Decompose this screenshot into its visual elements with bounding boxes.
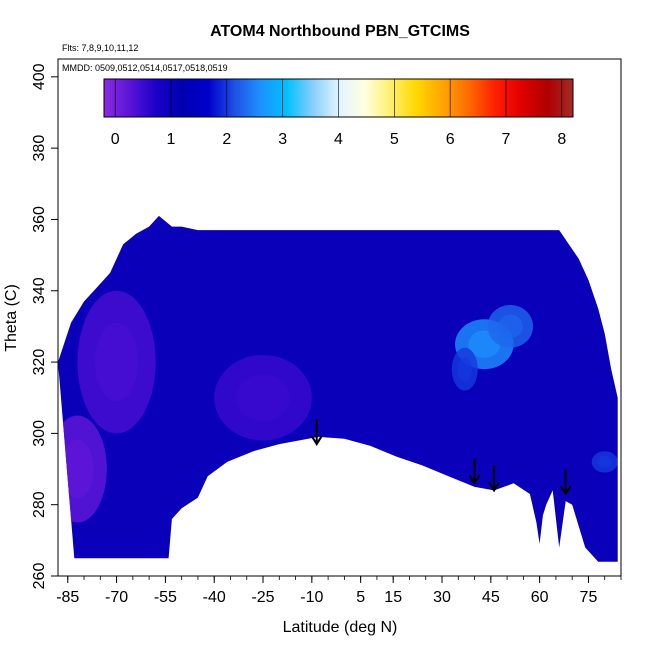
arrow-head [559, 485, 572, 496]
field-hotspot-core [61, 439, 94, 499]
chart-title: ATOM4 Northbound PBN_GTCIMS [210, 23, 470, 40]
colorbar-tick-label: 4 [334, 131, 343, 148]
y-tick-label: 400 [31, 63, 48, 90]
x-tick-label: -85 [56, 589, 79, 606]
colorbar-tick-label: 8 [557, 131, 566, 148]
x-tick-label: 15 [384, 589, 402, 606]
x-tick-label: -70 [105, 589, 128, 606]
x-tick-label: 30 [433, 589, 451, 606]
field-hotspot-core [95, 322, 139, 402]
y-tick-label: 260 [31, 563, 48, 590]
arrows [310, 419, 572, 496]
x-tick-label: -40 [203, 589, 226, 606]
x-tick-label: 60 [531, 589, 549, 606]
y-tick-label: 320 [31, 349, 48, 376]
colorbar-tick-label: 0 [111, 131, 120, 148]
field-hotspot-core [236, 374, 290, 422]
y-tick-label: 360 [31, 206, 48, 233]
colorbar-tick-label: 7 [502, 131, 511, 148]
arrow-head [468, 474, 481, 486]
x-tick-label: -25 [251, 589, 274, 606]
colorbar-tick-label: 6 [446, 131, 455, 148]
x-tick-label: -10 [300, 589, 323, 606]
y-tick-label: 300 [31, 420, 48, 447]
field-hotspots [58, 290, 618, 523]
colorbar-ticks: 0 1 2 3 4 5 6 7 8 [111, 79, 566, 148]
colorbar-tick-label: 5 [390, 131, 399, 148]
y-axis-label: Theta (C) [3, 284, 20, 352]
arrow-head [488, 481, 500, 493]
plot-frame [57, 58, 622, 577]
x-tick-label: 45 [482, 589, 500, 606]
coverage-area [58, 215, 618, 562]
y-tick-label: 380 [31, 135, 48, 162]
x-axis-label: Latitude (deg N) [283, 619, 398, 636]
y-tick-label: 280 [31, 491, 48, 518]
dates-subtitle: MMDD: 0509,0512,0514,0517,0518,0519 [62, 63, 228, 73]
x-tick-label: -55 [154, 589, 177, 606]
field-hotspot-core [497, 314, 523, 339]
y-tick-label: 340 [31, 277, 48, 304]
colorbar-tick-label: 3 [278, 131, 287, 148]
coverage-field [58, 215, 618, 562]
field-hotspot-core [457, 357, 472, 381]
x-tick-label: 5 [356, 589, 365, 606]
flights-subtitle: Flts: 7,8,9,10,11,12 [62, 43, 138, 53]
field-hotspot-core [597, 456, 612, 468]
x-tick-label: 75 [580, 589, 598, 606]
x-axis: -85 -70 -55 -40 -25 -10 5 15 30 45 60 75 [56, 576, 622, 606]
y-axis: 260 280 300 320 340 360 380 400 [31, 63, 58, 589]
colorbar-tick-label: 1 [167, 131, 176, 148]
arrow-head [310, 435, 323, 446]
colorbar-tick-label: 2 [222, 131, 231, 148]
